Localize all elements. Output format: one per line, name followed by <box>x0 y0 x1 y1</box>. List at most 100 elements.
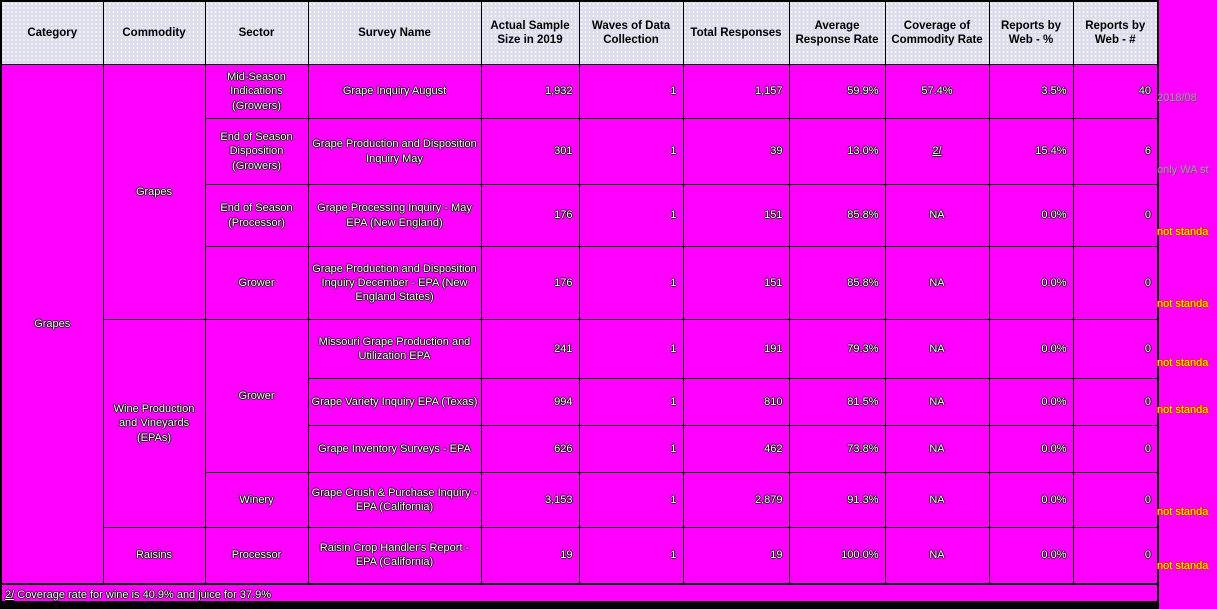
cell-avg-response-rate[interactable]: 73.8% <box>788 425 886 473</box>
cell-waves[interactable]: 1 <box>578 527 684 584</box>
cell-survey-name[interactable]: Missouri Grape Production and Utilizatio… <box>307 319 482 379</box>
cell-coverage-rate[interactable]: NA <box>884 246 990 320</box>
cell-sample-size[interactable]: 626 <box>480 425 580 473</box>
cell-sector[interactable]: Winery <box>204 472 309 528</box>
cell-coverage-rate[interactable]: NA <box>884 472 990 528</box>
cell-sector-grower[interactable]: Grower <box>204 319 309 473</box>
cell-total-responses[interactable]: 462 <box>682 425 790 473</box>
cell-web-pct[interactable]: 0.0% <box>988 527 1074 584</box>
col-header-sample-size[interactable]: Actual Sample Size in 2019 <box>480 0 580 65</box>
cell-web-pct[interactable]: 0.0% <box>988 184 1074 247</box>
cell-commodity-grapes[interactable]: Grapes <box>102 64 206 320</box>
cell-total-responses[interactable]: 151 <box>682 246 790 320</box>
cell-waves[interactable]: 1 <box>578 184 684 247</box>
cell-survey-name[interactable]: Raisin Crop Handler's Report - EPA (Cali… <box>307 527 482 584</box>
cell-sample-size[interactable]: 176 <box>480 184 580 247</box>
cell-survey-name[interactable]: Grape Crush & Purchase Inquiry - EPA (Ca… <box>307 472 482 528</box>
cell-waves[interactable]: 1 <box>578 64 684 119</box>
cell-note: 2018/08 <box>1157 92 1197 104</box>
cell-web-num[interactable]: 0 <box>1072 319 1159 379</box>
cell-sample-size[interactable]: 994 <box>480 378 580 426</box>
cell-coverage-rate[interactable]: NA <box>884 184 990 247</box>
cell-coverage-rate-footnote-ref[interactable]: 2/ <box>884 118 990 185</box>
cell-web-pct[interactable]: 3.5% <box>988 64 1074 119</box>
col-header-web-pct[interactable]: Reports by Web - % <box>988 0 1074 65</box>
cell-sample-size[interactable]: 3,153 <box>480 472 580 528</box>
cell-waves[interactable]: 1 <box>578 425 684 473</box>
cell-sector[interactable]: Grower <box>204 246 309 320</box>
cell-sector[interactable]: End of Season (Processor) <box>204 184 309 247</box>
cell-web-num[interactable]: 0 <box>1072 425 1159 473</box>
col-header-commodity[interactable]: Commodity <box>102 0 206 65</box>
col-header-coverage-rate[interactable]: Coverage of Commodity Rate <box>884 0 990 65</box>
cell-avg-response-rate[interactable]: 81.5% <box>788 378 886 426</box>
cell-avg-response-rate[interactable]: 91.3% <box>788 472 886 528</box>
cell-sector[interactable]: Processor <box>204 527 309 584</box>
cell-coverage-rate[interactable]: NA <box>884 527 990 584</box>
cell-commodity-raisins[interactable]: Raisins <box>102 527 206 584</box>
cell-total-responses[interactable]: 810 <box>682 378 790 426</box>
cell-total-responses[interactable]: 1,157 <box>682 64 790 119</box>
cell-sector[interactable]: Mid-Season Indications (Growers) <box>204 64 309 119</box>
cell-waves[interactable]: 1 <box>578 319 684 379</box>
table-row: Grape Inventory Surveys - EPA 626 1 462 … <box>1 425 1159 473</box>
cell-web-num[interactable]: 0 <box>1072 184 1159 247</box>
cell-coverage-rate[interactable]: NA <box>884 319 990 379</box>
cell-web-pct[interactable]: 0.0% <box>988 425 1074 473</box>
cell-sample-size[interactable]: 176 <box>480 246 580 320</box>
cell-avg-response-rate[interactable]: 100.0% <box>788 527 886 584</box>
cell-web-pct[interactable]: 0.0% <box>988 378 1074 426</box>
table-row: Winery Grape Crush & Purchase Inquiry - … <box>1 472 1159 528</box>
table-row: End of Season (Processor) Grape Processi… <box>1 184 1159 247</box>
cell-total-responses[interactable]: 151 <box>682 184 790 247</box>
cell-web-num[interactable]: 6 <box>1072 118 1159 185</box>
cell-waves[interactable]: 1 <box>578 378 684 426</box>
cell-avg-response-rate[interactable]: 59.9% <box>788 64 886 119</box>
cell-web-pct[interactable]: 15.4% <box>988 118 1074 185</box>
cell-coverage-rate[interactable]: NA <box>884 425 990 473</box>
col-header-category[interactable]: Category <box>0 0 104 65</box>
col-header-sector[interactable]: Sector <box>204 0 309 65</box>
cell-avg-response-rate[interactable]: 85.8% <box>788 246 886 320</box>
cell-web-pct[interactable]: 0.0% <box>988 319 1074 379</box>
cell-web-num[interactable]: 0 <box>1072 378 1159 426</box>
cell-survey-name[interactable]: Grape Production and Disposition Inquiry… <box>307 118 482 185</box>
cell-total-responses[interactable]: 39 <box>682 118 790 185</box>
cell-web-num[interactable]: 0 <box>1072 527 1159 584</box>
cell-waves[interactable]: 1 <box>578 472 684 528</box>
table-row: End of Season Disposition (Growers) Grap… <box>1 118 1159 185</box>
cell-survey-name[interactable]: Grape Variety Inquiry EPA (Texas) <box>307 378 482 426</box>
cell-waves[interactable]: 1 <box>578 118 684 185</box>
cell-survey-name[interactable]: Grape Inventory Surveys - EPA <box>307 425 482 473</box>
cell-web-pct[interactable]: 0.0% <box>988 246 1074 320</box>
cell-sample-size[interactable]: 301 <box>480 118 580 185</box>
col-header-avg-response-rate[interactable]: Average Response Rate <box>788 0 886 65</box>
cell-commodity-wine[interactable]: Wine Production and Vineyards (EPAs) <box>102 319 206 528</box>
cell-survey-name[interactable]: Grape Inquiry August <box>307 64 482 119</box>
cell-web-pct[interactable]: 0.0% <box>988 472 1074 528</box>
col-header-waves[interactable]: Waves of Data Collection <box>578 0 684 65</box>
cell-avg-response-rate[interactable]: 13.0% <box>788 118 886 185</box>
cell-sector[interactable]: End of Season Disposition (Growers) <box>204 118 309 185</box>
col-header-web-num[interactable]: Reports by Web - # <box>1072 0 1159 65</box>
cell-waves[interactable]: 1 <box>578 246 684 320</box>
cell-sample-size[interactable]: 241 <box>480 319 580 379</box>
cell-category[interactable]: Grapes <box>0 64 104 584</box>
cell-total-responses[interactable]: 19 <box>682 527 790 584</box>
cell-coverage-rate[interactable]: 57.4% <box>884 64 990 119</box>
cell-total-responses[interactable]: 2,879 <box>682 472 790 528</box>
cell-survey-name[interactable]: Grape Production and Disposition Inquiry… <box>307 246 482 320</box>
table-row: Wine Production and Vineyards (EPAs) Gro… <box>1 319 1159 528</box>
cell-web-num[interactable]: 0 <box>1072 246 1159 320</box>
cell-avg-response-rate[interactable]: 85.8% <box>788 184 886 247</box>
cell-coverage-rate[interactable]: NA <box>884 378 990 426</box>
cell-survey-name[interactable]: Grape Processing Inquiry - May EPA (New … <box>307 184 482 247</box>
cell-sample-size[interactable]: 19 <box>480 527 580 584</box>
cell-total-responses[interactable]: 191 <box>682 319 790 379</box>
col-header-total-responses[interactable]: Total Responses <box>682 0 790 65</box>
cell-sample-size[interactable]: 1,932 <box>480 64 580 119</box>
cell-web-num[interactable]: 40 <box>1072 64 1159 119</box>
cell-web-num[interactable]: 0 <box>1072 472 1159 528</box>
cell-avg-response-rate[interactable]: 79.3% <box>788 319 886 379</box>
col-header-survey-name[interactable]: Survey Name <box>307 0 482 65</box>
